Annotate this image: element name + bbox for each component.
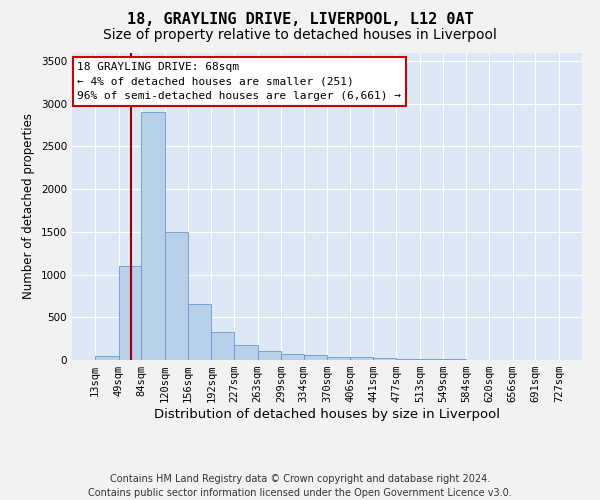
Bar bbox=[327, 356, 350, 360]
Bar bbox=[397, 358, 420, 360]
Bar bbox=[257, 352, 281, 360]
Bar bbox=[281, 354, 304, 360]
Bar bbox=[234, 345, 257, 360]
Text: Contains HM Land Registry data © Crown copyright and database right 2024.
Contai: Contains HM Land Registry data © Crown c… bbox=[88, 474, 512, 498]
Bar bbox=[119, 266, 141, 360]
X-axis label: Distribution of detached houses by size in Liverpool: Distribution of detached houses by size … bbox=[154, 408, 500, 421]
Bar bbox=[373, 358, 397, 360]
Bar bbox=[141, 112, 164, 360]
Text: Size of property relative to detached houses in Liverpool: Size of property relative to detached ho… bbox=[103, 28, 497, 42]
Bar bbox=[188, 304, 211, 360]
Bar bbox=[211, 332, 234, 360]
Text: 18 GRAYLING DRIVE: 68sqm
← 4% of detached houses are smaller (251)
96% of semi-d: 18 GRAYLING DRIVE: 68sqm ← 4% of detache… bbox=[77, 62, 401, 102]
Bar bbox=[304, 356, 327, 360]
Text: 18, GRAYLING DRIVE, LIVERPOOL, L12 0AT: 18, GRAYLING DRIVE, LIVERPOOL, L12 0AT bbox=[127, 12, 473, 28]
Bar bbox=[164, 232, 188, 360]
Bar bbox=[350, 358, 373, 360]
Y-axis label: Number of detached properties: Number of detached properties bbox=[22, 114, 35, 299]
Bar bbox=[95, 356, 119, 360]
Bar bbox=[420, 359, 443, 360]
